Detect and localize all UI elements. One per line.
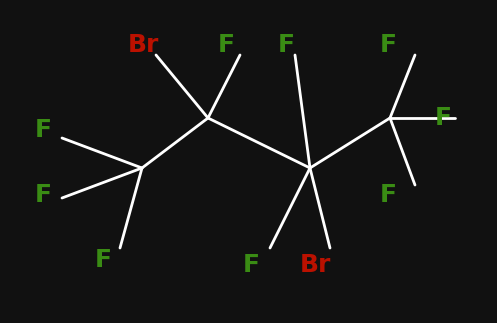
Text: Br: Br [128,33,160,57]
Text: F: F [35,183,52,207]
Text: F: F [218,33,235,57]
Text: F: F [380,33,397,57]
Text: F: F [35,118,52,142]
Text: Br: Br [300,253,331,277]
Text: F: F [380,183,397,207]
Text: F: F [243,253,260,277]
Text: F: F [435,106,452,130]
Text: F: F [95,248,112,272]
Text: F: F [278,33,295,57]
